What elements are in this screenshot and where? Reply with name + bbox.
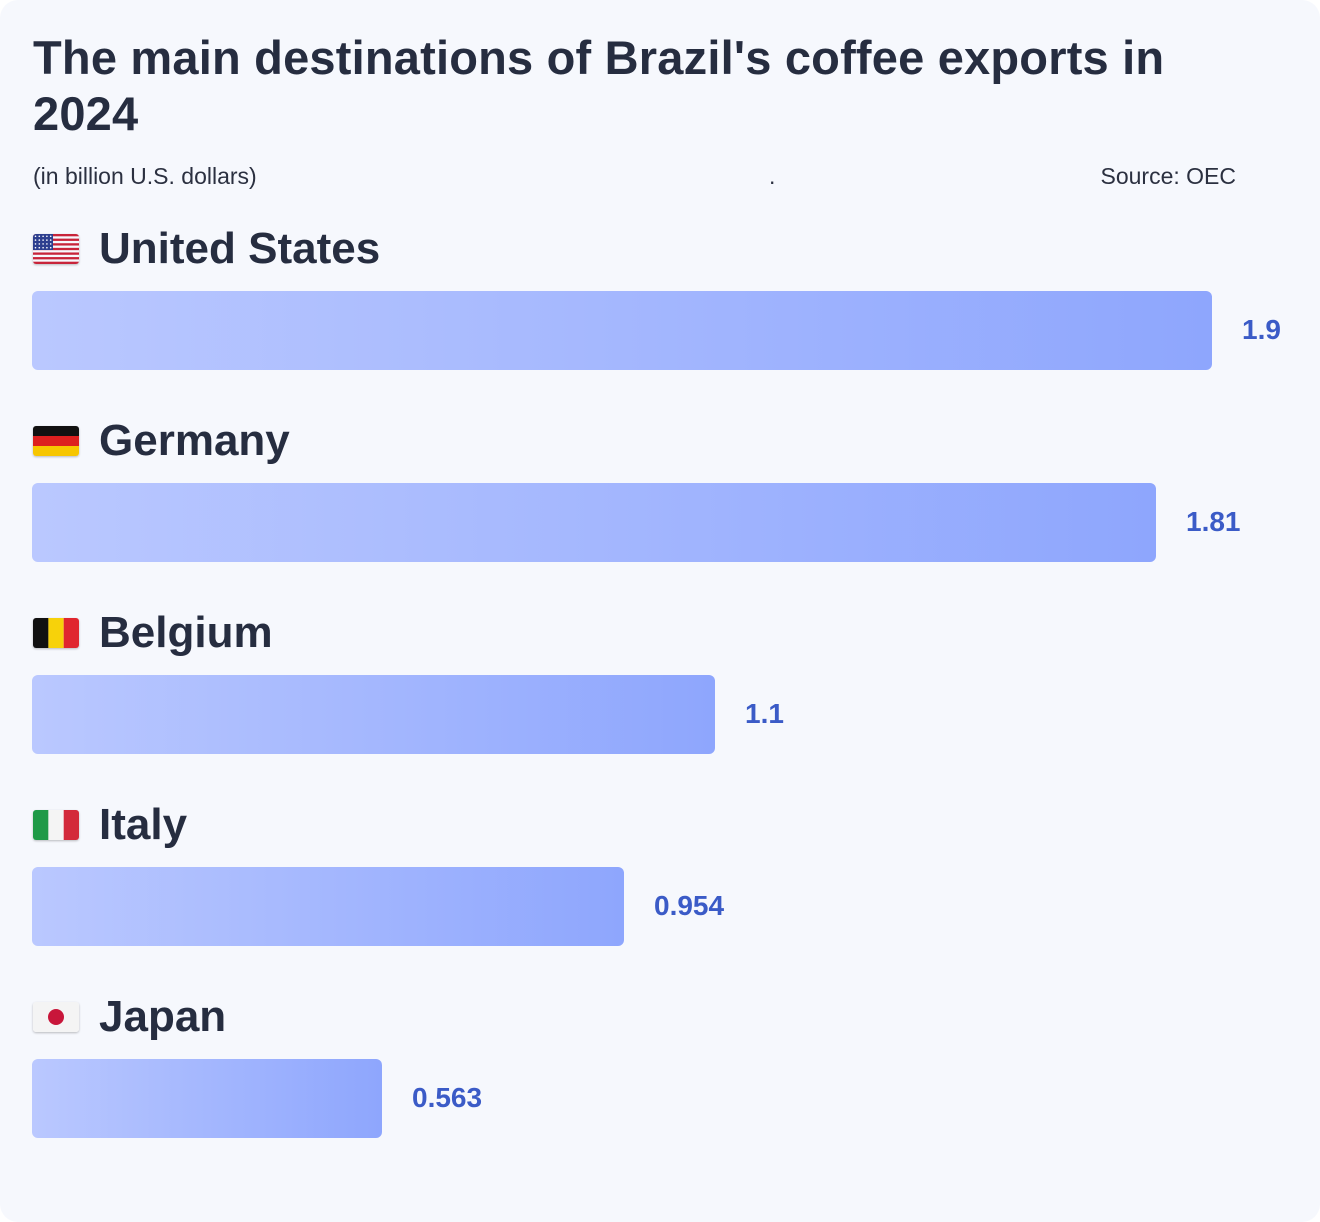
bar-category-label: United States <box>33 224 380 274</box>
country-name: Italy <box>99 800 188 849</box>
italy-flag-icon <box>33 810 79 840</box>
chart-title: The main destinations of Brazil's coffee… <box>33 31 1165 140</box>
country-name: Japan <box>99 992 227 1041</box>
bar-value-label: 1.81 <box>1186 506 1241 537</box>
subtitle-separator: . <box>769 163 776 189</box>
chart-source: Source: OEC <box>1100 163 1237 189</box>
bar <box>32 291 1212 370</box>
bar-category-label: Italy <box>33 800 187 850</box>
bar-value-label: 0.563 <box>412 1082 483 1113</box>
bar <box>32 675 715 754</box>
country-name: United States <box>99 224 381 273</box>
germany-flag-icon <box>33 426 79 456</box>
bar-category-label: Belgium <box>33 608 273 658</box>
bar-category-label: Japan <box>33 992 226 1042</box>
country-name: Germany <box>99 416 290 465</box>
bar-value-label: 1.1 <box>745 698 784 729</box>
bar <box>32 483 1156 562</box>
bar-value-label: 1.9 <box>1242 314 1281 345</box>
country-name: Belgium <box>99 608 273 657</box>
bar-category-label: Germany <box>33 416 290 466</box>
chart-subtitle: (in billion U.S. dollars) <box>33 163 257 189</box>
bar-value-label: 0.954 <box>654 890 725 921</box>
belgium-flag-icon <box>33 618 79 648</box>
bar <box>32 867 624 946</box>
japan-flag-icon <box>33 1002 79 1032</box>
us-flag-icon <box>33 234 79 264</box>
bar <box>32 1059 382 1138</box>
